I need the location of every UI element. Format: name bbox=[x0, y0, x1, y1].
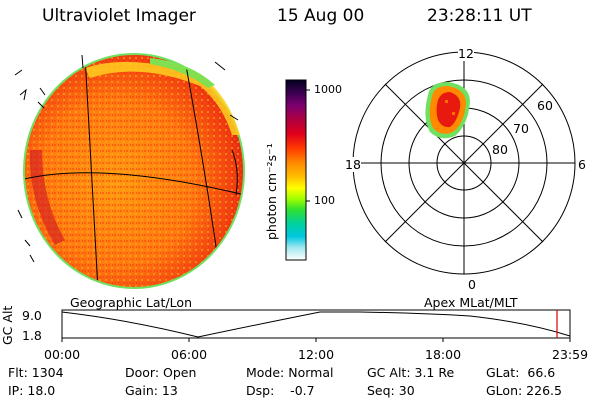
timeline-y-tick-bottom: 1.8 bbox=[22, 328, 42, 343]
info-ip: IP: 18.0 bbox=[8, 383, 56, 398]
timeline-right-title: Apex MLat/MLT bbox=[424, 295, 518, 310]
info-mode: Mode: Normal bbox=[246, 365, 334, 380]
info-flight: Flt: 1304 bbox=[8, 365, 64, 380]
mlt-label-12: 12 bbox=[458, 46, 474, 61]
lat-label-70: 70 bbox=[513, 121, 529, 136]
mlt-label-18: 18 bbox=[345, 157, 361, 172]
colorbar-tick-100: 100 bbox=[314, 194, 335, 207]
info-gain: Gain: 13 bbox=[125, 383, 178, 398]
time-label: 23:28:11 UT bbox=[427, 6, 532, 26]
lat-label-80: 80 bbox=[492, 142, 508, 157]
timeline-x-tick-0000: 00:00 bbox=[44, 347, 81, 362]
info-dsp: Dsp: -0.7 bbox=[246, 383, 315, 398]
info-glon: GLon: 226.5 bbox=[486, 383, 562, 398]
info-gc-alt: GC Alt: 3.1 Re bbox=[367, 365, 455, 380]
timeline-left-title: Geographic Lat/Lon bbox=[70, 295, 192, 310]
mlt-label-6: 6 bbox=[578, 157, 586, 172]
date-label: 15 Aug 00 bbox=[277, 6, 365, 26]
timeline-x-tick-0600: 06:00 bbox=[171, 347, 208, 362]
timeline-x-tick-1200: 12:00 bbox=[298, 347, 335, 362]
timeline-y-tick-top: 9.0 bbox=[22, 308, 42, 323]
mlt-label-0: 0 bbox=[468, 277, 476, 292]
timeline-x-tick-1800: 18:00 bbox=[425, 347, 462, 362]
lat-label-60: 60 bbox=[537, 98, 553, 113]
instrument-title: Ultraviolet Imager bbox=[42, 6, 196, 26]
info-door: Door: Open bbox=[125, 365, 197, 380]
info-seq: Seq: 30 bbox=[367, 383, 415, 398]
info-glat: GLat: 66.6 bbox=[486, 365, 556, 380]
timeline-x-tick-2359: 23:59 bbox=[552, 347, 589, 362]
colorbar-tick-1000: 1000 bbox=[314, 83, 342, 96]
